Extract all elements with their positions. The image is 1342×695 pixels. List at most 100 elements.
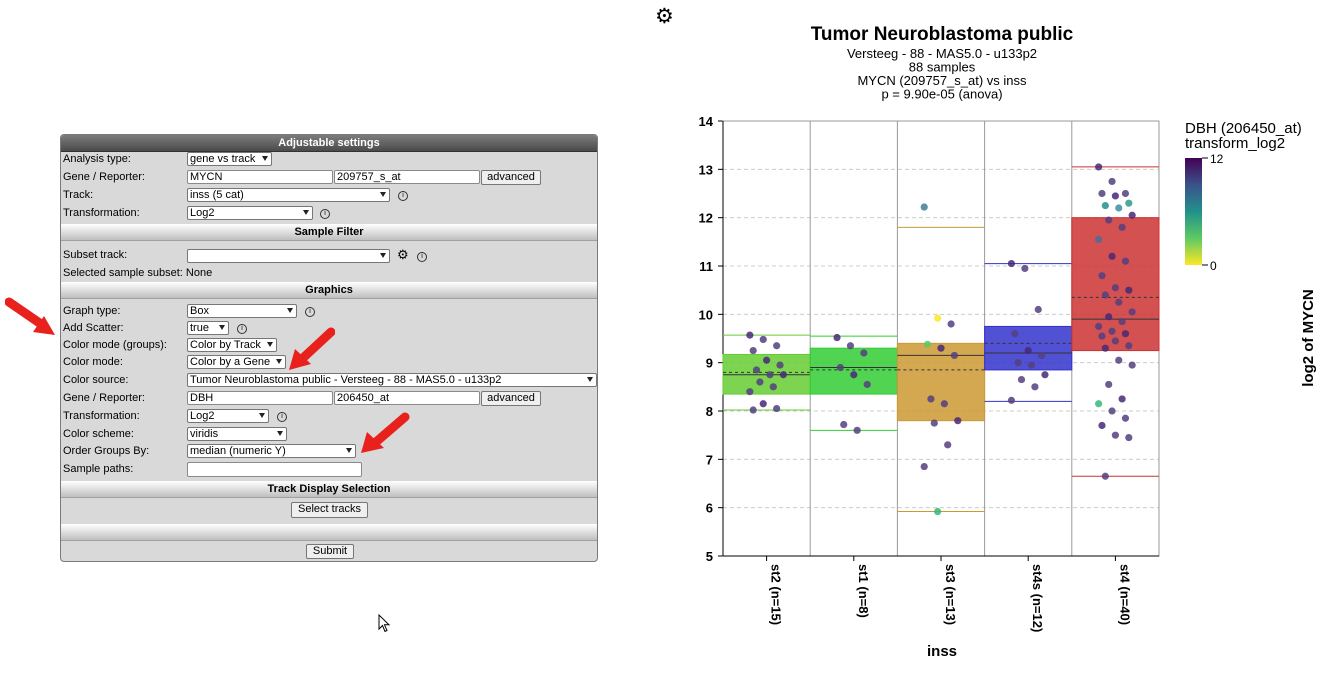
selected-sample-subset: Selected sample subset: None — [63, 267, 213, 279]
color-source-label: Color source: — [63, 374, 129, 386]
data-point — [1115, 298, 1123, 306]
data-point — [863, 380, 871, 389]
order-groups-select[interactable]: median (numeric Y) — [187, 444, 356, 458]
data-point — [749, 346, 757, 355]
data-point — [1111, 192, 1119, 200]
subset-track-select[interactable] — [187, 249, 390, 263]
color-reporter-input[interactable]: 206450_at — [334, 391, 480, 405]
color-mode-groups-select[interactable]: Color by Track — [187, 338, 277, 352]
subset-info-icon[interactable]: i — [417, 252, 427, 262]
color-transformation-info-icon[interactable]: i — [277, 412, 287, 422]
graph-type-select[interactable]: Box — [187, 304, 297, 318]
settings-gear-icon[interactable]: ⚙ — [655, 5, 674, 28]
data-point — [1125, 199, 1133, 207]
data-point — [1128, 308, 1136, 316]
data-point — [836, 363, 844, 372]
y-tick-label: 11 — [699, 259, 713, 274]
analysis-type-select[interactable]: gene vs track — [187, 152, 272, 166]
data-point — [1014, 359, 1022, 367]
colorbar-min-label: 0 — [1210, 259, 1217, 273]
data-point — [1098, 332, 1106, 340]
subset-gear-icon[interactable]: ⚙ — [397, 247, 409, 262]
chart-subtitle-line: p = 9.90e-05 (anova) — [881, 87, 1002, 102]
y-tick-label: 5 — [706, 549, 713, 564]
data-point — [1118, 395, 1126, 403]
data-point — [1128, 211, 1136, 219]
data-point — [1095, 400, 1103, 408]
data-point — [756, 378, 764, 386]
transformation-label: Transformation: — [63, 207, 140, 219]
track-label: Track: — [63, 189, 94, 201]
y-tick-label: 14 — [699, 114, 714, 129]
x-tick-label: st2 (n=15) — [769, 564, 784, 625]
data-point — [920, 462, 928, 471]
red-arrow-graph-type — [5, 297, 55, 335]
data-point — [1125, 286, 1133, 294]
data-point — [779, 371, 787, 379]
sample-paths-input[interactable] — [187, 462, 362, 477]
color-scheme-label: Color scheme: — [63, 428, 134, 440]
color-mode-select[interactable]: Color by a Gene — [187, 355, 286, 369]
color-scheme-select[interactable]: viridis — [187, 427, 287, 441]
sample-paths-label: Sample paths: — [63, 463, 134, 475]
track-select[interactable]: inss (5 cat) — [187, 188, 390, 202]
add-scatter-info-icon[interactable]: i — [237, 324, 247, 334]
data-point — [860, 349, 868, 357]
data-point — [853, 426, 861, 434]
color-gene-input[interactable]: DBH — [187, 391, 333, 405]
data-point — [769, 383, 777, 391]
gene-input[interactable]: MYCN — [187, 170, 333, 184]
order-groups-label: Order Groups By: — [63, 445, 150, 457]
transformation-info-icon[interactable]: i — [320, 209, 330, 219]
color-advanced-button[interactable]: advanced — [481, 391, 541, 406]
submit-button[interactable]: Submit — [306, 544, 354, 559]
chart-subtitle-line: Versteeg - 88 - MAS5.0 - u133p2 — [847, 46, 1037, 61]
data-point — [1125, 433, 1133, 442]
data-point — [927, 395, 935, 403]
add-scatter-select[interactable]: true — [187, 321, 229, 335]
add-scatter-label: Add Scatter: — [63, 322, 124, 334]
reporter-input[interactable]: 209757_s_at — [334, 170, 480, 184]
data-point — [1128, 361, 1136, 369]
data-point — [1031, 383, 1039, 391]
data-point — [1021, 264, 1029, 273]
color-transformation-select[interactable]: Log2 — [187, 409, 269, 423]
graph-type-label: Graph type: — [63, 305, 121, 317]
data-point — [766, 371, 774, 379]
data-point — [1111, 284, 1119, 292]
x-tick-label: st4s (n=12) — [1030, 564, 1045, 632]
gene-reporter-label: Gene / Reporter: — [63, 171, 145, 183]
data-point — [1007, 259, 1016, 268]
box-5 — [1071, 217, 1160, 352]
data-point — [920, 203, 928, 211]
red-arrow-order-groups — [361, 412, 410, 453]
adjustable-settings-panel: Adjustable settings Analysis type: gene … — [60, 134, 598, 562]
data-point — [954, 417, 962, 425]
data-point — [746, 388, 754, 396]
data-point — [940, 400, 948, 408]
advanced-button[interactable]: advanced — [481, 170, 541, 185]
data-point — [950, 351, 959, 360]
color-transformation-label: Transformation: — [63, 410, 140, 422]
data-point — [759, 400, 767, 408]
color-source-select[interactable]: Tumor Neuroblastoma public - Versteeg - … — [187, 373, 597, 387]
y-tick-label: 7 — [706, 452, 713, 467]
colorbar-gradient — [1185, 158, 1202, 265]
track-display-header: Track Display Selection — [61, 481, 597, 498]
track-info-icon[interactable]: i — [398, 191, 408, 201]
color-gene-reporter-label: Gene / Reporter: — [63, 392, 145, 404]
data-point — [1095, 322, 1103, 331]
y-tick-label: 8 — [706, 404, 713, 419]
colorbar-title-line: transform_log2 — [1185, 135, 1285, 152]
box-2 — [809, 347, 898, 395]
graph-type-info-icon[interactable]: i — [305, 307, 315, 317]
sample-filter-header: Sample Filter — [61, 224, 597, 241]
select-tracks-button[interactable]: Select tracks — [291, 502, 368, 518]
panel-title: Adjustable settings — [61, 135, 597, 152]
chart-subtitle-line: MYCN (209757_s_at) vs inss — [857, 73, 1027, 88]
data-point — [1007, 396, 1016, 404]
transformation-select[interactable]: Log2 — [187, 206, 313, 220]
data-point — [1034, 305, 1042, 314]
data-point — [840, 420, 848, 429]
box-3 — [896, 342, 986, 422]
